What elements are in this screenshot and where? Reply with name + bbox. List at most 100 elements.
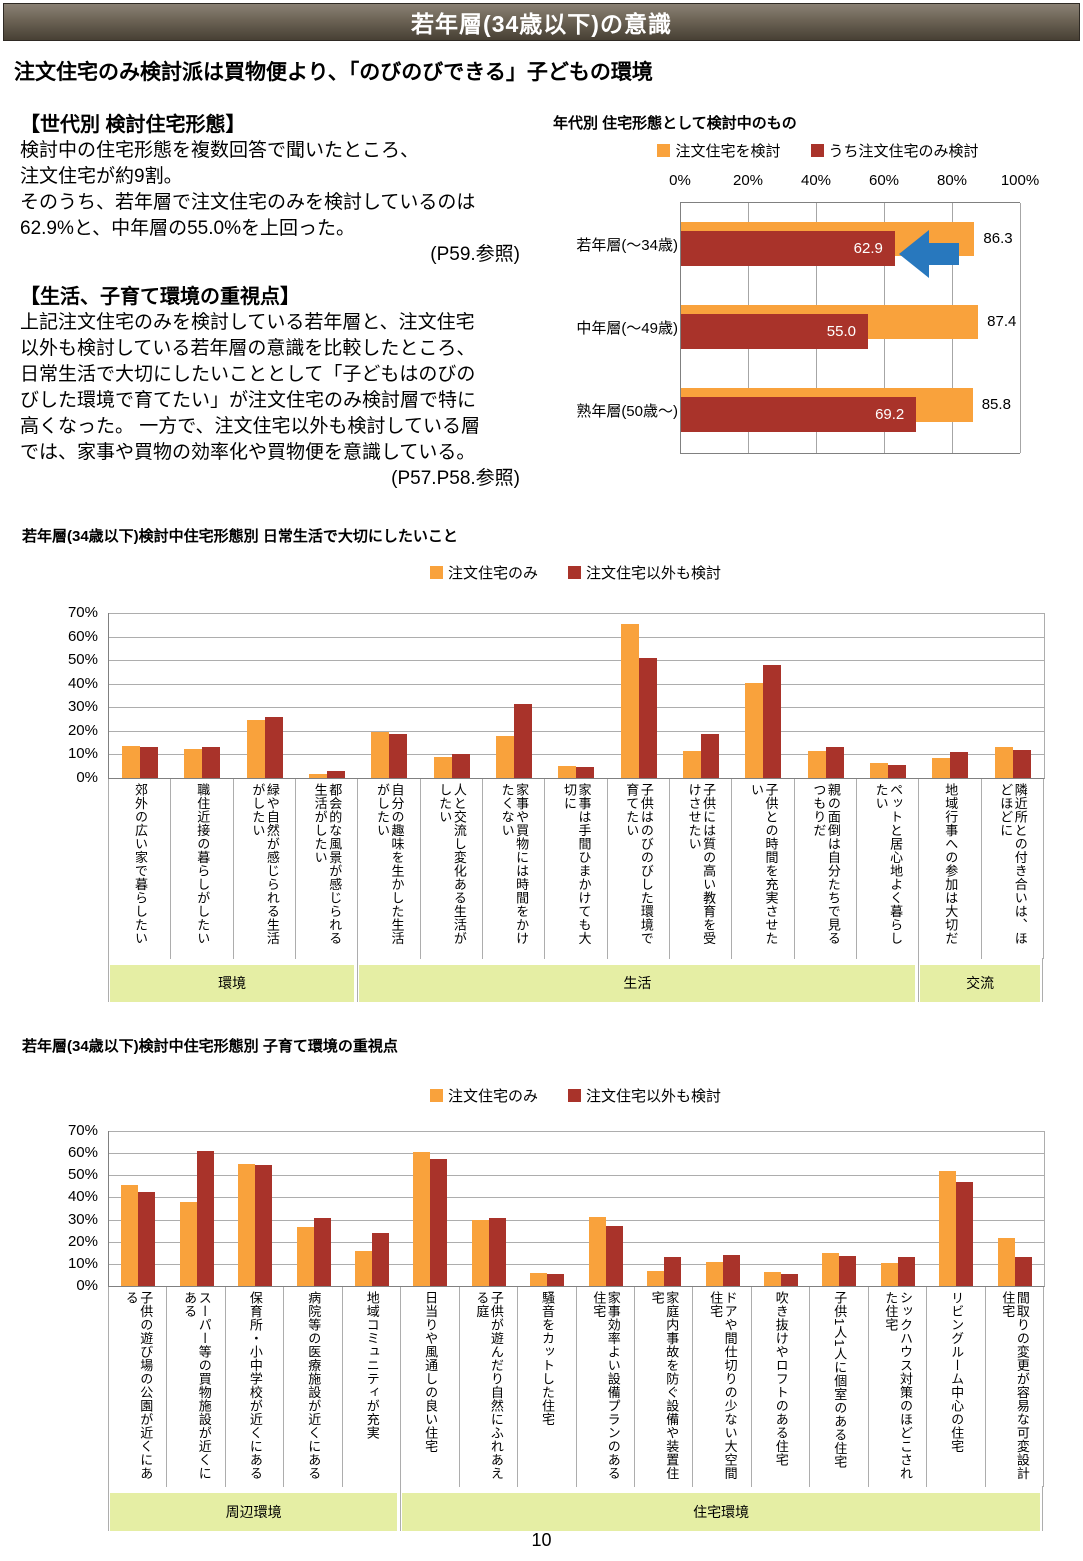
- bar-only-10: [745, 682, 764, 778]
- age-chart-legend: 注文住宅を検討 うち注文住宅のみ検討: [608, 140, 1028, 161]
- gridline: [109, 613, 1044, 614]
- gridline: [109, 1131, 1044, 1132]
- summary-panel: 【世代別 検討住宅形態】 検討中の住宅形態を複数回答で聞いたところ、 注文住宅が…: [20, 112, 548, 492]
- bar-other-14: [956, 1181, 974, 1286]
- category-label-text: 子供が遊んだり自然にふれあえる庭: [474, 1291, 504, 1480]
- bar-other-14: [1012, 749, 1031, 778]
- legend-item: 注文住宅を検討: [657, 140, 781, 161]
- legend-item: 注文住宅以外も検討: [568, 562, 721, 583]
- bar-other-5: [430, 1158, 448, 1286]
- y-tick-label: 70%: [67, 1122, 98, 1139]
- bar-group: [545, 613, 607, 778]
- bar-only-9: [647, 1270, 665, 1286]
- bar-only-3: [296, 1227, 314, 1286]
- gridline: [109, 1263, 1044, 1265]
- gridline: [109, 754, 1044, 756]
- bar-only-2: [238, 1164, 256, 1286]
- bar-group: [358, 613, 420, 778]
- y-tick-label: 30%: [67, 698, 98, 716]
- y-tick-label: 50%: [67, 651, 98, 669]
- legend-swatch-red-icon: [568, 566, 581, 579]
- legend-item: 注文住宅のみ: [429, 562, 538, 583]
- category-label-text: 都会的な風景が感じられる生活がしたい: [312, 783, 343, 945]
- age-chart-plot: 0% 20% 40% 60% 80% 100% 若年層(～34歳) 86.3 62.9 中年層(～…: [548, 110, 1080, 468]
- bar-group: [635, 1131, 693, 1286]
- bar-group: [670, 613, 732, 778]
- category-label: 熟年層(50歳～): [576, 403, 678, 420]
- bar-group: [693, 1131, 751, 1286]
- bar-other-6: [488, 1218, 506, 1286]
- value-label: 86.3: [983, 230, 1013, 247]
- bar-only-5: [413, 1152, 431, 1286]
- category-label: 地域コミュニティが充実: [343, 1287, 402, 1487]
- bar-custom-only-2: [681, 397, 917, 432]
- value-label: 62.9: [853, 240, 883, 257]
- y-tick-label: 30%: [67, 1210, 98, 1228]
- plot-area: [108, 1131, 1045, 1287]
- category-label: 騒音をカットした住宅: [518, 1287, 577, 1487]
- y-tick-label: 60%: [67, 627, 98, 645]
- bar-group: [752, 1131, 810, 1286]
- bar-other-2: [255, 1165, 273, 1286]
- category-label-text: 間取りの変更が容易な可変設計住宅: [1000, 1291, 1030, 1480]
- page-title: 若年層(34歳以下)の意識: [411, 11, 672, 37]
- category-label: ドアや間仕切りの少ない大空間住宅: [693, 1287, 752, 1487]
- bar-group: [343, 1131, 401, 1286]
- x-tick-label: 80%: [936, 172, 968, 189]
- bar-other-5: [451, 754, 470, 778]
- legend-label: 注文住宅のみ: [447, 1088, 538, 1105]
- legend-label: 注文住宅以外も検討: [586, 565, 722, 582]
- legend-label: 注文住宅のみ: [447, 565, 538, 582]
- section1-reference: (P59.参照): [430, 244, 520, 265]
- x-tick-label: 20%: [732, 172, 764, 189]
- category-label: 家事は手間ひまかけても大切に: [545, 779, 608, 959]
- category-label: 中年層(～49歳): [576, 320, 678, 337]
- category-label: スーパー等の買物施設が近くにある: [167, 1287, 226, 1487]
- bar-other-3: [313, 1218, 331, 1286]
- bar-other-0: [140, 747, 159, 778]
- plot-area: [108, 613, 1045, 779]
- gridline: [109, 636, 1044, 638]
- legend-label: 注文住宅以外も検討: [586, 1088, 722, 1105]
- group-bands: 環境 生活 交流: [108, 958, 1043, 1002]
- bar-other-8: [638, 657, 657, 778]
- category-label-text: 人と交流し変化ある生活がしたい: [437, 783, 467, 945]
- category-label: 人と交流し変化ある生活がしたい: [421, 779, 483, 959]
- group-band: 生活: [359, 965, 916, 1002]
- category-label: 子供はのびのびした環境で育てたい: [608, 779, 670, 959]
- category-label-text: 家事や買物には時間をかけたくない: [499, 783, 530, 945]
- category-label: 子供1人1人に個室のある住宅: [810, 1287, 869, 1487]
- child-environment-chart: 若年層(34歳以下)検討中住宅形態別 子育て環境の重視点 注文住宅のみ 注文住宅…: [0, 1028, 1083, 1531]
- bar-other-10: [763, 664, 782, 778]
- y-tick-label: 40%: [67, 674, 98, 692]
- category-label: 都会的な風景が感じられる生活がしたい: [296, 779, 359, 959]
- gridline: [109, 1241, 1044, 1243]
- category-label-text: 緑や自然が感じられる生活がしたい: [250, 783, 280, 945]
- category-label-text: 地域コミュニティが充実: [364, 1291, 380, 1440]
- group-boundary-line: [400, 1486, 402, 1531]
- section1-body: 検討中の住宅形態を複数回答で聞いたところ、 注文住宅が約9割。 そのうち、若年層…: [20, 140, 476, 239]
- bar-only-11: [764, 1271, 782, 1286]
- category-label: 子供との時間を充実させたい: [732, 779, 795, 959]
- legend-item: 注文住宅のみ: [429, 1085, 538, 1106]
- x-tick-label: 0%: [669, 172, 691, 189]
- gridline: [109, 1197, 1044, 1199]
- bar-other-12: [888, 765, 907, 778]
- group-band: 環境: [110, 965, 355, 1002]
- bar-group: [986, 1131, 1044, 1286]
- category-label-text: 保育所・小中学校が近くにある: [247, 1291, 263, 1480]
- legend-item: 注文住宅以外も検討: [568, 1085, 721, 1106]
- section1-heading: 【世代別 検討住宅形態】: [20, 114, 246, 136]
- bar-group: [460, 1131, 518, 1286]
- bar-group: [919, 613, 981, 778]
- category-label-text: 吹き抜けやロフトのある住宅: [773, 1291, 789, 1467]
- y-tick-label: 10%: [67, 1254, 98, 1272]
- bar-other-11: [781, 1273, 799, 1286]
- bar-only-14: [994, 747, 1013, 778]
- bar-columns: [109, 613, 1044, 778]
- legend-swatch-red-icon: [810, 144, 824, 157]
- bar-only-5: [433, 756, 452, 778]
- category-label: 家事効率よい設備プランのある住宅: [577, 1287, 635, 1487]
- bar-group: [284, 1131, 342, 1286]
- y-tick-label: 60%: [67, 1144, 98, 1162]
